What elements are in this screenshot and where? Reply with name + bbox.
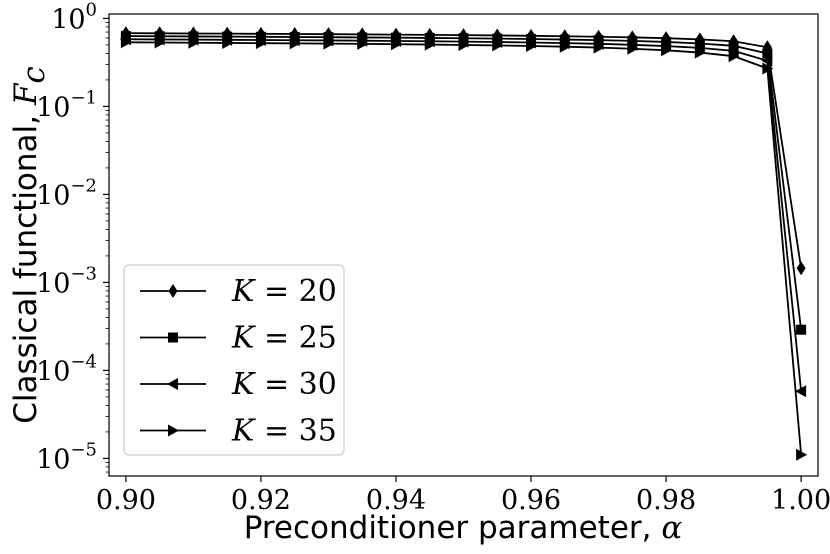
y-tick-label-0: 100 [51, 0, 97, 35]
legend-entry-25: K = 25 [140, 321, 337, 356]
data-point [390, 32, 401, 43]
data-point [424, 32, 435, 43]
plot-frame [108, 13, 819, 477]
data-point [762, 48, 773, 59]
data-point [559, 40, 571, 53]
data-point [761, 54, 773, 67]
y-tick-label-2: 10−2 [36, 175, 97, 211]
data-point [627, 42, 639, 55]
x-tick-label-4: 0.98 [636, 485, 696, 516]
legend-label: K = 20 [231, 274, 337, 309]
data-point [796, 324, 807, 335]
data-point [796, 261, 806, 276]
data-point [120, 36, 132, 49]
legend-marker [168, 332, 178, 343]
data-point [289, 37, 301, 50]
data-point [694, 38, 705, 49]
x-tick-label-3: 0.96 [501, 485, 561, 516]
data-point [795, 385, 807, 398]
data-point [526, 39, 538, 52]
data-point [727, 44, 739, 57]
legend-marker [168, 284, 178, 298]
data-point [222, 36, 234, 49]
legend-label: K = 35 [231, 414, 337, 449]
data-point [627, 35, 638, 46]
series-line-20 [125, 32, 803, 269]
plot-area [119, 26, 808, 461]
data-point [492, 39, 504, 52]
legend-marker [168, 424, 179, 437]
y-axis: 100 10−1 10−2 10−3 10−4 10−5 [36, 0, 109, 475]
data-point [188, 36, 200, 49]
x-tick-label-0: 0.90 [96, 485, 156, 516]
data-point [661, 36, 672, 47]
data-point [357, 37, 369, 50]
x-tick-label-5: 1.00 [771, 485, 830, 516]
data-point [694, 46, 706, 59]
data-point [593, 35, 604, 46]
y-tick-label-1: 10−1 [36, 87, 97, 123]
data-point [154, 36, 166, 49]
series-20 [121, 26, 806, 276]
x-axis-label: Preconditioner parameter, α [244, 510, 683, 546]
y-axis-label: Classical functional, Fc [8, 66, 52, 424]
data-point [458, 33, 469, 44]
data-point [728, 50, 740, 63]
legend-entry-20: K = 20 [140, 274, 337, 309]
legend-entry-30: K = 30 [140, 367, 337, 402]
legend-marker [167, 378, 178, 390]
legend-entry-35: K = 35 [140, 414, 337, 449]
y-tick-label-3: 10−3 [36, 263, 97, 299]
data-point [526, 34, 537, 45]
data-point [796, 448, 808, 461]
data-point [323, 37, 335, 50]
data-point [357, 32, 368, 43]
legend-label: K = 30 [231, 367, 337, 402]
data-point [424, 38, 436, 51]
data-point [661, 44, 673, 57]
legend: K = 20 K = 25 K = 30 K = 35 [123, 264, 345, 456]
y-tick-label-5: 10−5 [36, 439, 97, 475]
y-tick-label-4: 10−4 [36, 351, 97, 387]
series-35 [120, 36, 808, 461]
x-tick-label-1: 0.92 [231, 485, 291, 516]
data-point [390, 38, 402, 51]
data-point [458, 38, 470, 51]
x-axis: 0.90 0.92 0.94 0.96 0.98 1.00 [96, 476, 830, 516]
data-point [559, 34, 570, 45]
data-point [762, 62, 774, 75]
x-tick-label-2: 0.94 [366, 485, 426, 516]
data-point [728, 40, 739, 51]
data-point [593, 41, 605, 54]
data-point [255, 37, 267, 50]
legend-box [123, 264, 345, 456]
data-point [492, 33, 503, 44]
legend-label: K = 25 [231, 321, 337, 356]
